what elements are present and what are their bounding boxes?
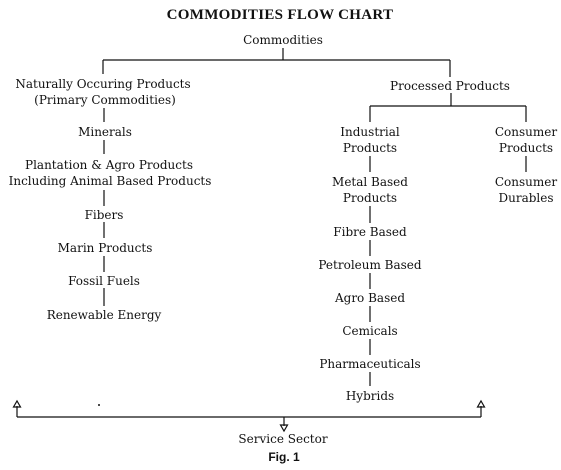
node-agro-based: Agro Based [334,291,406,305]
node-metal-based-line2: Products [342,191,398,205]
node-industrial-line2: Products [342,141,398,155]
node-service-sector: Service Sector [238,432,328,446]
node-renewable-energy: Renewable Energy [46,308,162,322]
node-fibre-based: Fibre Based [333,225,407,239]
node-fossil-fuels: Fossil Fuels [68,274,140,288]
node-consumer-line1: Consumer [494,125,558,139]
node-consumer-line2: Products [498,141,554,155]
node-minerals: Minerals [78,125,132,139]
node-consumer-durables-line1: Consumer [494,175,558,189]
node-industrial-line1: Industrial [340,125,400,139]
node-consumer-durables-line2: Durables [498,191,554,205]
node-natural-header-line2: (Primary Commodities) [34,93,176,107]
node-natural-header-line1: Naturally Occuring Products [15,77,191,91]
node-plantation-agro: Plantation & Agro Products [25,158,193,172]
figure-label: Fig. 1 [268,450,300,464]
node-fibers: Fibers [84,208,124,222]
right-up-arrowhead [476,399,486,408]
node-petroleum-based: Petroleum Based [318,258,422,272]
node-pharmaceuticals: Pharmaceuticals [319,357,421,371]
node-processed-products: Processed Products [390,79,510,93]
node-marin-products: Marin Products [57,241,153,255]
node-cemicals: Cemicals [342,324,398,338]
node-animal-based: Including Animal Based Products [8,174,212,188]
node-commodities: Commodities [243,33,323,47]
node-hybrids: Hybrids [345,389,395,403]
service-down-arrowhead [279,424,289,433]
node-metal-based-line1: Metal Based [332,175,408,189]
left-up-arrowhead [12,399,22,408]
chart-title: COMMODITIES FLOW CHART [166,7,394,23]
stray-dot [98,404,100,406]
